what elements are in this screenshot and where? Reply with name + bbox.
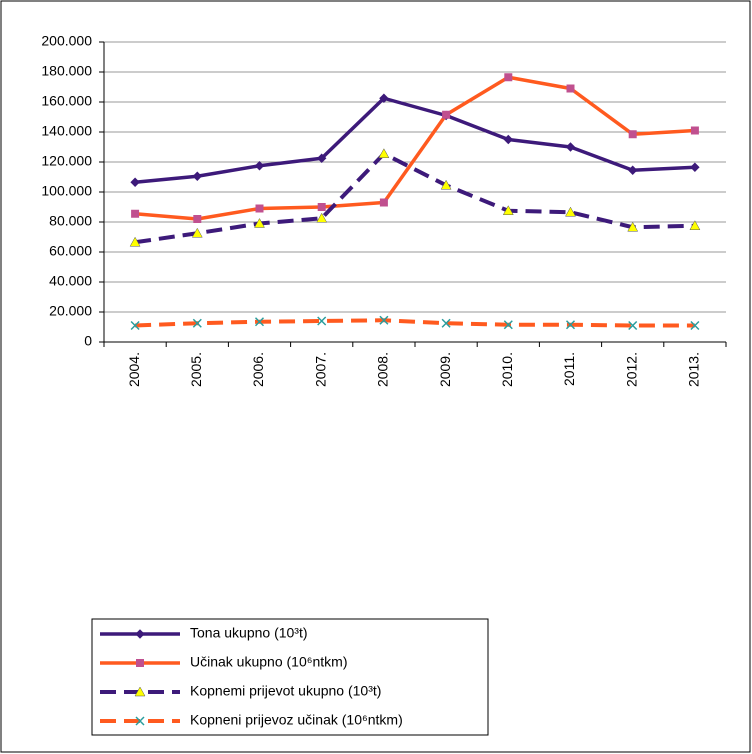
data-point	[191, 227, 203, 238]
data-point	[316, 212, 328, 223]
y-tick-label: 60.000	[49, 243, 92, 259]
data-point	[316, 153, 327, 163]
data-point	[440, 179, 452, 190]
legend-marker	[134, 686, 146, 697]
data-point	[131, 209, 140, 218]
legend-marker	[136, 659, 144, 667]
data-point	[192, 171, 203, 181]
x-tick-label: 2011.	[561, 352, 577, 386]
data-point	[566, 84, 575, 93]
legend-marker	[135, 629, 145, 639]
legend-label: Kopnemi prijevot ukupno (10³t)	[190, 683, 381, 699]
y-tick-label: 200.000	[41, 33, 92, 49]
legend-box	[91, 618, 489, 736]
data-point	[317, 203, 326, 211]
data-point	[379, 315, 389, 325]
legend-label: Tona ukupno (10³t)	[190, 625, 308, 641]
data-point	[192, 318, 202, 328]
data-point	[254, 317, 265, 327]
data-point	[690, 320, 700, 331]
data-point	[503, 134, 514, 145]
legend-label: Kopneni prijevoz učinak (10⁶ntkm)	[190, 712, 403, 728]
data-point	[690, 126, 699, 135]
data-point	[254, 217, 265, 228]
data-point	[442, 110, 451, 119]
data-point	[690, 162, 700, 172]
y-tick-label: 80.000	[49, 213, 92, 229]
data-point	[193, 215, 202, 223]
data-point	[504, 73, 513, 82]
legend-label: Učinak ukupno (10⁶ntkm)	[190, 654, 348, 670]
legend-marker	[135, 716, 145, 726]
x-tick-label: 2004.	[126, 352, 142, 387]
y-tick-label: 20.000	[49, 303, 92, 319]
data-point	[129, 236, 141, 247]
x-tick-label: 2007.	[312, 352, 328, 387]
data-point	[628, 130, 637, 139]
y-tick-label: 120.000	[41, 153, 92, 169]
data-point	[627, 221, 639, 232]
series-line	[134, 96, 695, 184]
data-point	[317, 316, 327, 326]
data-point	[565, 320, 576, 330]
y-tick-label: 140.000	[41, 123, 92, 139]
data-point	[130, 320, 140, 331]
series-line	[134, 151, 695, 245]
data-point	[502, 205, 514, 215]
x-tick-label: 2012.	[623, 352, 639, 387]
data-point	[627, 165, 638, 175]
data-point	[254, 161, 265, 171]
x-tick-label: 2009.	[437, 352, 453, 387]
x-tick-label: 2006.	[250, 352, 266, 387]
x-tick-label: 2008.	[375, 352, 391, 387]
y-tick-label: 0	[84, 333, 92, 349]
y-tick-label: 160.000	[41, 93, 92, 109]
data-point	[565, 142, 576, 152]
data-point	[130, 177, 140, 187]
data-point	[378, 148, 390, 158]
data-point	[441, 318, 451, 328]
x-tick-label: 2005.	[188, 352, 204, 387]
data-point	[379, 93, 389, 103]
data-point	[689, 220, 701, 230]
series-line	[134, 75, 696, 221]
data-point	[565, 206, 576, 217]
x-tick-label: 2013.	[686, 352, 702, 387]
data-point	[379, 198, 388, 207]
x-tick-label: 2010.	[499, 352, 515, 387]
y-tick-label: 100.000	[41, 183, 92, 199]
data-point	[628, 320, 638, 331]
data-point	[255, 204, 264, 213]
series-line	[135, 318, 695, 328]
data-point	[503, 320, 513, 330]
y-tick-label: 180.000	[41, 63, 92, 79]
y-tick-label: 40.000	[49, 273, 92, 289]
